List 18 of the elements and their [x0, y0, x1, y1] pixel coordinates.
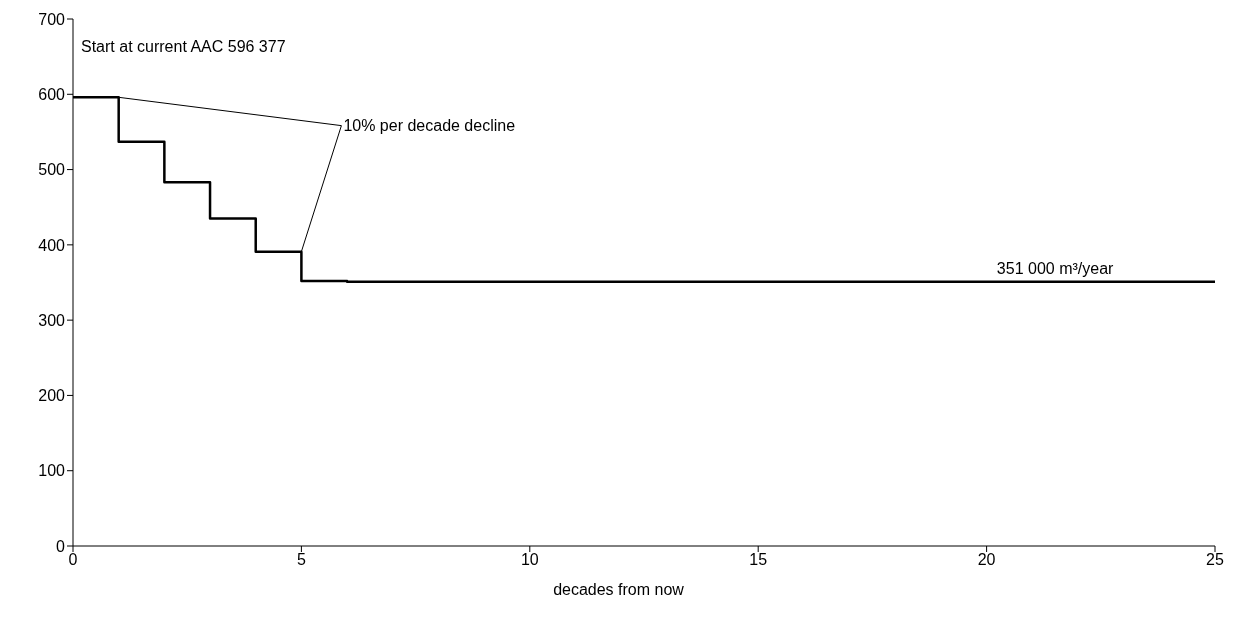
y-tick-label: 500	[38, 161, 66, 179]
x-tick-label: 15	[749, 551, 768, 569]
x-axis-title: decades from now	[552, 581, 685, 599]
y-tick-label: 700	[38, 10, 66, 28]
x-tick-label: 20	[977, 551, 996, 569]
annotation: 351 000 m³/year	[996, 259, 1115, 277]
x-tick-label: 0	[68, 551, 78, 569]
y-tick-label: 600	[38, 85, 66, 103]
x-tick-label: 25	[1206, 551, 1224, 569]
annotation: Start at current AAC 596 377	[81, 38, 286, 56]
y-tick-label: 300	[38, 311, 66, 329]
x-tick-label: 10	[520, 551, 539, 569]
y-tick-label: 100	[38, 462, 66, 480]
annotation: 10% per decade decline	[343, 116, 516, 134]
y-tick-label: 0	[56, 537, 66, 555]
y-tick-label: 200	[38, 387, 66, 405]
x-tick-label: 5	[296, 551, 306, 569]
y-tick-label: 400	[38, 236, 66, 254]
